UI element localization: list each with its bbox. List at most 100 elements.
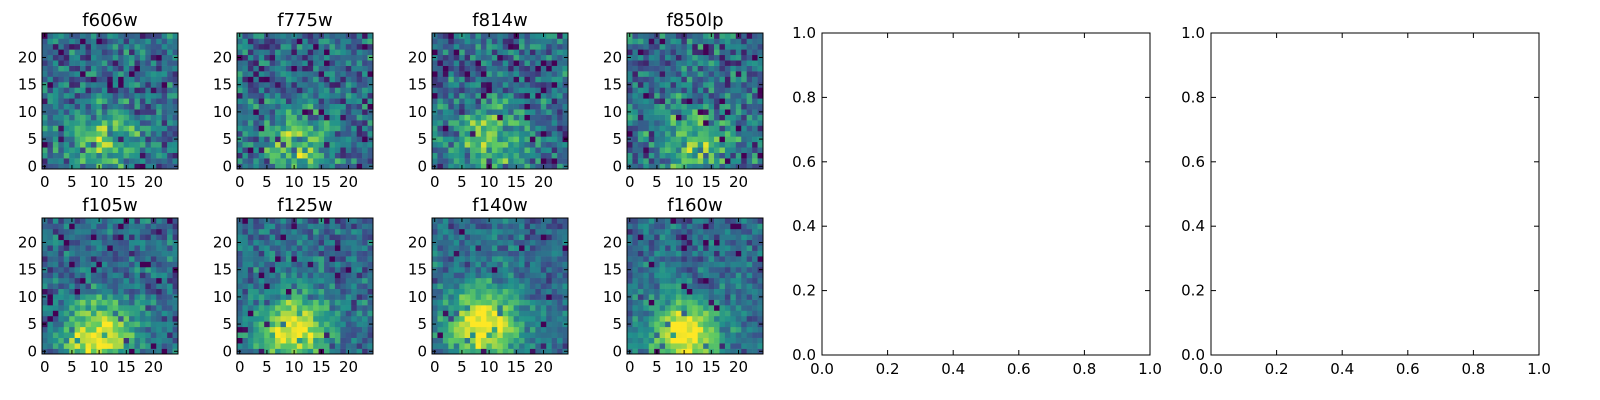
heatmap-cell xyxy=(80,277,86,284)
heatmap-cell xyxy=(741,272,747,279)
heatmap-cell xyxy=(172,234,179,241)
heatmap-cell xyxy=(329,305,336,311)
heatmap-cell xyxy=(367,33,374,39)
heatmap-cell xyxy=(654,305,660,311)
heatmap-cell xyxy=(172,49,179,56)
heatmap-cell xyxy=(237,228,243,235)
heatmap-cell xyxy=(540,239,547,246)
heatmap-cell xyxy=(437,136,444,143)
heatmap-cell xyxy=(107,33,114,39)
heatmap-cell xyxy=(362,245,368,251)
heatmap-cell xyxy=(665,136,671,143)
heatmap-cell xyxy=(513,266,520,273)
heatmap-cell xyxy=(551,310,558,317)
heatmap-cell xyxy=(551,256,558,262)
heatmap-cell xyxy=(557,98,563,105)
heatmap-cell xyxy=(627,305,633,311)
heatmap-cell xyxy=(264,71,270,77)
heatmap-cell xyxy=(719,152,726,159)
heatmap-cell xyxy=(247,65,254,72)
heatmap-cell xyxy=(459,337,465,344)
heatmap-cell xyxy=(437,114,444,121)
heatmap-cell xyxy=(675,38,682,45)
heatmap-cell xyxy=(502,234,509,241)
heatmap-cell xyxy=(508,120,514,126)
heatmap-cell xyxy=(85,92,92,99)
heatmap-cell xyxy=(280,348,287,355)
heatmap-cell xyxy=(362,87,368,94)
heatmap-cell xyxy=(670,109,677,115)
heatmap-cell xyxy=(535,234,542,241)
heatmap-cell xyxy=(367,288,374,295)
heatmap-cell xyxy=(139,81,146,88)
heatmap-cell xyxy=(508,218,514,224)
heatmap-cell xyxy=(648,277,655,284)
heatmap-cell xyxy=(63,49,70,56)
heatmap-cell xyxy=(107,120,114,126)
heatmap-cell xyxy=(63,125,70,132)
heatmap-cell xyxy=(80,43,86,50)
heatmap-cell xyxy=(161,158,168,164)
heatmap-cell xyxy=(258,299,265,306)
heatmap-cell xyxy=(329,310,336,317)
heatmap-cell xyxy=(107,76,114,83)
heatmap-cell xyxy=(280,147,287,153)
heatmap-cell xyxy=(280,288,287,295)
heatmap-cell xyxy=(129,332,135,338)
heatmap-cell xyxy=(129,158,135,164)
heatmap-cell xyxy=(345,266,352,273)
heatmap-cell xyxy=(85,49,92,56)
heatmap-cell xyxy=(459,98,465,105)
heatmap-cell xyxy=(557,256,563,262)
heatmap-cell xyxy=(63,38,70,45)
heatmap-cell xyxy=(139,348,146,355)
heatmap-cell xyxy=(551,92,558,99)
heatmap-cell xyxy=(291,294,298,300)
heatmap-cell xyxy=(85,152,92,159)
heatmap-cell xyxy=(296,261,303,268)
heatmap-cell xyxy=(491,223,498,230)
heatmap-cell xyxy=(637,33,644,39)
heatmap-cell xyxy=(735,136,742,143)
heatmap-cell xyxy=(145,337,152,344)
heatmap-cell xyxy=(746,305,753,311)
heatmap-cell xyxy=(47,103,54,110)
heatmap-cell xyxy=(329,266,336,273)
heatmap-cell xyxy=(367,272,374,279)
heatmap-cell xyxy=(448,92,455,99)
heatmap-cell xyxy=(362,120,368,126)
heatmap-cell xyxy=(258,81,265,88)
heatmap-cell xyxy=(313,326,319,333)
heatmap-cell xyxy=(464,38,471,45)
heatmap-cell xyxy=(632,114,639,121)
heatmap-cell xyxy=(129,43,135,50)
heatmap-cell xyxy=(285,348,292,355)
heatmap-cell xyxy=(42,250,48,257)
heatmap-cell xyxy=(118,60,124,66)
heatmap-cell xyxy=(529,272,536,279)
heatmap-cell xyxy=(58,81,65,88)
heatmap-cell xyxy=(442,81,449,88)
heatmap-cell xyxy=(291,288,298,295)
heatmap-cell xyxy=(112,120,119,126)
heatmap-cell xyxy=(123,234,130,241)
heatmap-cell xyxy=(85,218,92,224)
heatmap-cell xyxy=(247,321,254,328)
heatmap-cell xyxy=(69,343,75,349)
heatmap-cell xyxy=(134,152,141,159)
heatmap-cell xyxy=(296,136,303,143)
heatmap-cell xyxy=(42,305,48,311)
heatmap-cell xyxy=(502,125,509,132)
heatmap-cell xyxy=(237,103,243,110)
heatmap-cell xyxy=(134,250,141,257)
heatmap-cell xyxy=(697,109,704,115)
heatmap-cell xyxy=(172,343,179,349)
heatmap-cell xyxy=(529,245,536,251)
heatmap-cell xyxy=(129,272,135,279)
heatmap-cell xyxy=(367,152,374,159)
heatmap-cell xyxy=(63,288,70,295)
heatmap-cell xyxy=(453,141,460,148)
heatmap-cell xyxy=(714,125,720,132)
heatmap-cell xyxy=(708,158,715,164)
heatmap-cell xyxy=(686,283,693,290)
